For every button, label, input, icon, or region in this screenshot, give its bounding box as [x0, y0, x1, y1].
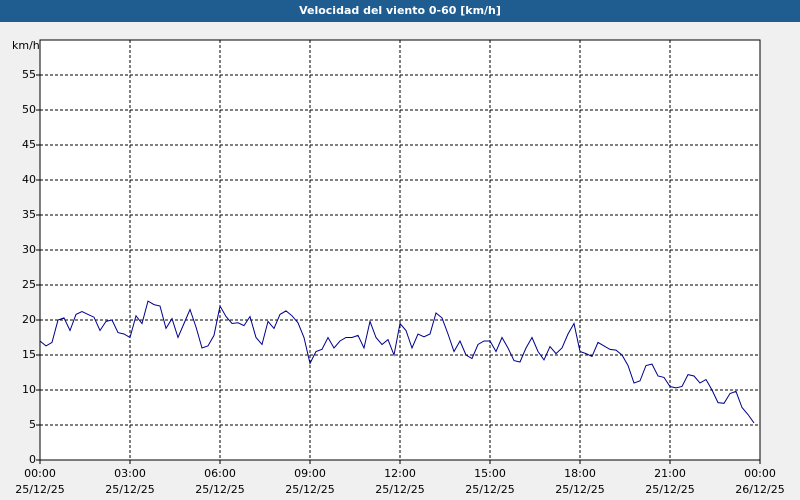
y-tick-label: 5	[29, 418, 36, 431]
data-line	[39, 300, 755, 424]
x-tick-date: 25/12/25	[15, 483, 64, 496]
x-tick-date: 25/12/25	[375, 483, 424, 496]
x-tick-label: 18:00	[564, 467, 596, 480]
x-tick-date: 25/12/25	[195, 483, 244, 496]
y-tick-label: 20	[22, 313, 36, 326]
title-bar	[0, 0, 800, 22]
y-tick-label: 10	[22, 383, 36, 396]
y-tick-label: 0	[29, 453, 36, 466]
x-tick-label: 00:00	[24, 467, 56, 480]
x-tick-label: 09:00	[294, 467, 326, 480]
x-tick-label: 21:00	[654, 467, 686, 480]
x-tick-label: 03:00	[114, 467, 146, 480]
y-tick-label: 50	[22, 103, 36, 116]
y-tick-label: 45	[22, 138, 36, 151]
x-tick-date: 25/12/25	[645, 483, 694, 496]
x-tick-label: 06:00	[204, 467, 236, 480]
y-axis-label: km/h	[12, 39, 40, 52]
x-tick-date: 26/12/25	[735, 483, 784, 496]
y-tick-label: 40	[22, 173, 36, 186]
x-tick-label: 12:00	[384, 467, 416, 480]
x-tick-label: 00:00	[744, 467, 776, 480]
y-tick-label: 25	[22, 278, 36, 291]
y-tick-label: 30	[22, 243, 36, 256]
x-tick-date: 25/12/25	[105, 483, 154, 496]
x-tick-date: 25/12/25	[465, 483, 514, 496]
y-tick-label: 55	[22, 68, 36, 81]
y-tick-label: 35	[22, 208, 36, 221]
x-tick-date: 25/12/25	[285, 483, 334, 496]
y-tick-label: 15	[22, 348, 36, 361]
x-tick-date: 25/12/25	[555, 483, 604, 496]
x-tick-label: 15:00	[474, 467, 506, 480]
chart-title: Velocidad del viento 0-60 [km/h]	[299, 4, 501, 17]
